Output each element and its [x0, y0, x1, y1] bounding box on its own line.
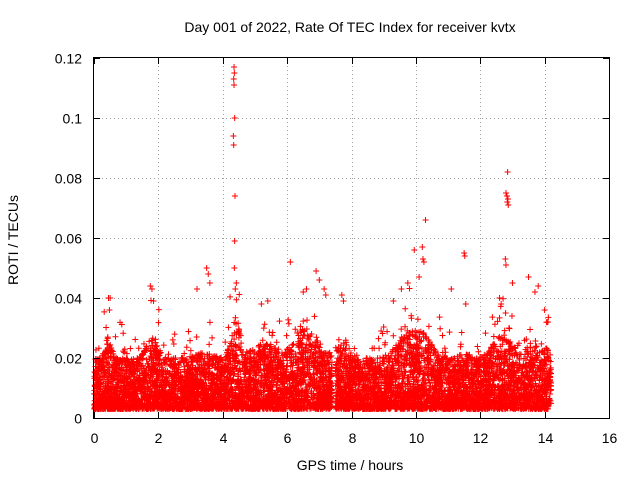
data-point [402, 305, 409, 312]
data-point [474, 343, 481, 350]
data-point [123, 350, 130, 357]
data-point [273, 339, 280, 346]
data-point [304, 317, 311, 324]
data-point [103, 324, 110, 331]
data-point [222, 339, 229, 346]
data-point [236, 291, 243, 298]
data-point [311, 313, 318, 320]
data-point [160, 342, 167, 349]
data-point [414, 316, 421, 323]
chart-title: Day 001 of 2022, Rate Of TEC Index for r… [184, 19, 515, 35]
data-point [300, 318, 307, 325]
data-point [233, 280, 240, 286]
data-point [143, 356, 150, 363]
data-point [170, 340, 177, 347]
data-point [155, 306, 162, 313]
data-point [121, 349, 128, 356]
data-point [260, 325, 267, 332]
data-point [425, 323, 432, 330]
data-point [233, 296, 240, 303]
data-point [183, 344, 190, 351]
grid [94, 58, 609, 418]
data-point [269, 332, 276, 339]
data-point [127, 345, 134, 352]
data-point [238, 340, 245, 347]
data-point [285, 320, 292, 327]
data-point [112, 333, 119, 340]
data-point [135, 345, 142, 352]
data-point [261, 321, 268, 328]
data-point [187, 337, 194, 344]
data-point [232, 314, 239, 321]
data-point [187, 347, 194, 354]
data-point [209, 334, 216, 341]
data-point [132, 336, 139, 343]
data-point [283, 332, 290, 339]
data-point [406, 285, 413, 292]
data-point [104, 334, 111, 341]
data-point [446, 329, 453, 336]
data-point [206, 341, 213, 348]
data-point [155, 319, 162, 326]
data-point [313, 334, 320, 341]
data-point [120, 330, 127, 337]
data-point [275, 346, 282, 353]
data-point [276, 318, 283, 325]
data-point [185, 328, 192, 335]
data-point [269, 329, 276, 336]
data-point [140, 340, 147, 347]
data-point [169, 336, 176, 343]
data-point [193, 334, 200, 341]
data-point [120, 348, 127, 355]
data-point [225, 324, 232, 331]
data-point [206, 319, 213, 326]
data-point [165, 351, 172, 358]
data-point [285, 316, 292, 323]
data-points [91, 64, 555, 412]
data-point [489, 314, 496, 321]
data-point [171, 331, 178, 338]
data-point [502, 310, 509, 317]
data-point [101, 308, 108, 315]
data-point [227, 293, 234, 300]
